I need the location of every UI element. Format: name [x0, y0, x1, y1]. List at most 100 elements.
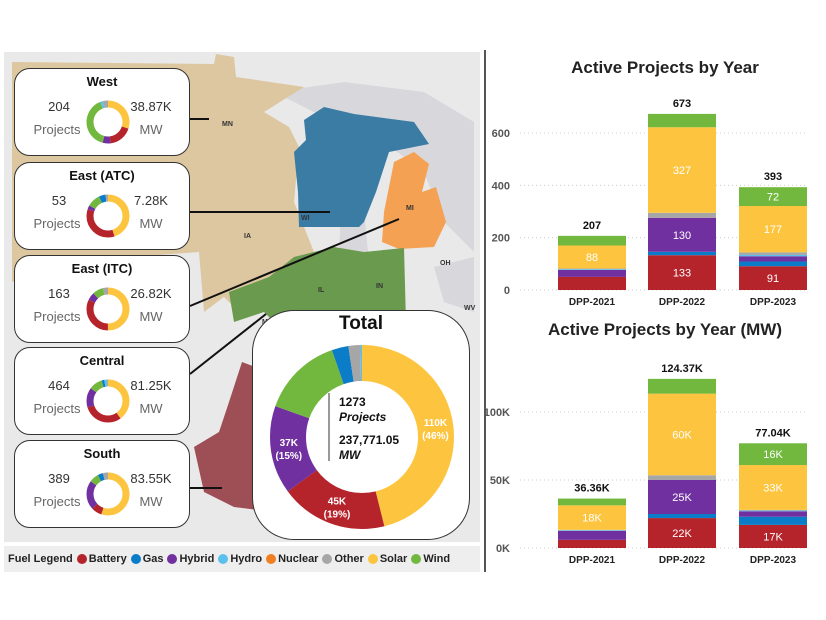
donut-slice-other[interactable] — [86, 194, 130, 238]
x-tick-label: DPP-2023 — [750, 555, 797, 566]
legend-label: Hydro — [230, 553, 263, 565]
region-name: East (ATC) — [69, 168, 135, 183]
x-tick-label: DPP-2021 — [569, 297, 616, 308]
donut-slice-battery[interactable] — [86, 287, 130, 331]
y-tick-label: 50K — [490, 475, 510, 487]
bar-segment-gas[interactable] — [739, 261, 807, 267]
project-label: Projects — [33, 401, 81, 416]
region-card-west[interactable]: West 204 Projects 38.87K MW — [14, 68, 190, 156]
mw-value: 38.87K — [130, 99, 172, 114]
x-tick-label: DPP-2021 — [569, 555, 616, 566]
bar-segment-hybrid[interactable] — [648, 217, 716, 252]
bar-segment-solar[interactable] — [648, 393, 716, 476]
bar-segment-solar[interactable] — [558, 505, 626, 530]
region-card-south[interactable]: South 389 Projects 83.55K MW — [14, 440, 190, 528]
state-label: OH — [440, 260, 451, 267]
bar-segment-gas[interactable] — [648, 251, 716, 256]
segment-label: 91 — [767, 273, 779, 285]
y-tick-label: 0 — [504, 285, 510, 297]
legend-item-gas[interactable]: Gas — [130, 553, 164, 565]
segment-label: 17K — [763, 531, 783, 543]
bar-segment-battery[interactable] — [558, 539, 626, 548]
legend-item-hybrid[interactable]: Hybrid — [167, 553, 214, 565]
bar-segment-wind[interactable] — [648, 378, 716, 394]
mw-label: MW — [139, 494, 163, 509]
legend-label: Gas — [142, 553, 164, 565]
legend-label: Nuclear — [278, 553, 319, 565]
legend-item-hydro[interactable]: Hydro — [218, 553, 262, 565]
bar-segment-battery[interactable] — [648, 518, 716, 548]
legend-item-other[interactable]: Other — [322, 553, 364, 565]
state-label: WI — [301, 215, 310, 222]
legend-dot-icon — [367, 554, 378, 564]
legend-dot-icon — [411, 554, 422, 564]
donut-slice-battery[interactable] — [270, 345, 454, 529]
donut-slice-hybrid[interactable] — [86, 472, 130, 516]
state-label: IN — [376, 283, 383, 290]
bar-segment-hydro[interactable] — [558, 530, 626, 531]
bar-segment-gas[interactable] — [739, 516, 807, 525]
bar-segment-hydro[interactable] — [739, 254, 807, 257]
bar-segment-other[interactable] — [739, 252, 807, 255]
mw-label: MW — [139, 309, 163, 324]
bar-segment-battery[interactable] — [648, 255, 716, 290]
donut-slice-other[interactable] — [86, 379, 130, 423]
donut-slice-other[interactable] — [86, 472, 130, 516]
legend-title: Fuel Legend — [8, 553, 73, 565]
donut-slice-hydro[interactable] — [270, 345, 454, 529]
bar-segment-solar[interactable] — [739, 465, 807, 510]
project-count: 464 — [48, 378, 70, 393]
legend-item-wind[interactable]: Wind — [411, 553, 450, 565]
mw-value: 26.82K — [130, 286, 172, 301]
bar-segment-other[interactable] — [648, 212, 716, 218]
bar-segment-hydro[interactable] — [739, 510, 807, 512]
donut-slice-battery[interactable] — [86, 194, 130, 238]
bar-segment-hybrid[interactable] — [739, 256, 807, 262]
bar-segment-wind[interactable] — [739, 187, 807, 207]
region-east-itc[interactable] — [382, 152, 446, 249]
bar-segment-hybrid[interactable] — [739, 511, 807, 517]
region-donut — [86, 194, 130, 238]
mw-label: MW — [139, 216, 163, 231]
segment-label: 60K — [672, 429, 692, 441]
bar-segment-battery[interactable] — [739, 266, 807, 290]
bar-segment-wind[interactable] — [739, 443, 807, 466]
project-label: Projects — [33, 494, 81, 509]
bar-segment-solar[interactable] — [558, 245, 626, 269]
fuel-legend: Fuel Legend Battery Gas Hybrid Hydro Nuclear… — [4, 546, 480, 572]
bar-segment-wind[interactable] — [558, 235, 626, 246]
legend-item-battery[interactable]: Battery — [76, 553, 127, 565]
bar-segment-other[interactable] — [648, 475, 716, 480]
donut-slice-battery[interactable] — [86, 379, 130, 423]
region-card-east-atc[interactable]: East (ATC) 53 Projects 7.28K MW — [14, 162, 190, 250]
bar-segment-hydro[interactable] — [558, 269, 626, 270]
bar-segment-hybrid[interactable] — [648, 480, 716, 514]
bar-segment-other[interactable] — [739, 509, 807, 511]
divider — [484, 50, 486, 572]
donut-slice-other[interactable] — [86, 287, 130, 331]
bar-segment-battery[interactable] — [739, 524, 807, 548]
bar-segment-hybrid[interactable] — [558, 269, 626, 277]
bar-segment-wind[interactable] — [558, 498, 626, 506]
bar-segment-gas[interactable] — [648, 514, 716, 519]
donut-slice-hybrid[interactable] — [86, 100, 130, 144]
projects: 1273 — [339, 395, 366, 409]
bar-segment-battery[interactable] — [558, 276, 626, 290]
donut-slice-other[interactable] — [86, 100, 130, 144]
bar-segment-solar[interactable] — [648, 127, 716, 213]
donut-slice-hybrid[interactable] — [270, 345, 454, 529]
bar-segment-wind[interactable] — [648, 113, 716, 128]
donut-slice-hybrid[interactable] — [86, 379, 130, 423]
bar-segment-other[interactable] — [558, 268, 626, 270]
region-card-central[interactable]: Central 464 Projects 81.25K MW — [14, 347, 190, 435]
bar-segment-solar[interactable] — [739, 206, 807, 253]
donut-slice-wind[interactable] — [86, 100, 130, 144]
bar-segment-hybrid[interactable] — [558, 531, 626, 540]
legend-item-solar[interactable]: Solar — [367, 553, 407, 565]
region-donut — [86, 100, 130, 144]
legend-item-nuclear[interactable]: Nuclear — [266, 553, 318, 565]
region-east-atc[interactable] — [294, 107, 429, 227]
state-label: MN — [222, 121, 233, 128]
mw-value: 7.28K — [134, 193, 168, 208]
region-card-east-itc[interactable]: East (ITC) 163 Projects 26.82K MW — [14, 255, 190, 343]
